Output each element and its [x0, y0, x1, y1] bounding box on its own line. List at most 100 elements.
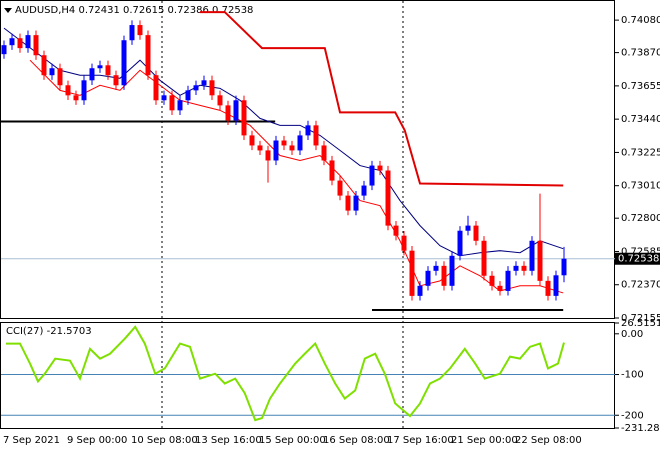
- candle-body: [113, 75, 119, 86]
- indicator-line: [29, 59, 564, 294]
- candle-body: [313, 125, 319, 146]
- candle-body: [441, 265, 447, 286]
- candle-body: [297, 135, 303, 151]
- candle-body: [49, 68, 55, 76]
- candle-body: [265, 150, 271, 161]
- candle-body: [217, 95, 223, 106]
- candle-body: [201, 80, 207, 86]
- main-title: AUDUSD,H4 0.72431 0.72615 0.72386 0.7253…: [15, 5, 253, 16]
- candle-body: [81, 80, 87, 101]
- candle-body: [153, 75, 159, 101]
- candle-body: [17, 38, 23, 49]
- y-tick-label: 0.72585: [621, 246, 660, 257]
- candle-body: [513, 265, 519, 271]
- candle-body: [89, 68, 95, 81]
- y-tick-label: 0.72800: [621, 213, 660, 224]
- x-tick-label: 10 Sep 08:00: [131, 435, 198, 446]
- y-tick-label: 0.72370: [621, 280, 660, 291]
- candle-body: [9, 38, 15, 46]
- candle-body: [257, 145, 263, 151]
- candle-body: [417, 285, 423, 296]
- x-tick-label: 9 Sep 00:00: [67, 435, 127, 446]
- candle-body: [537, 240, 543, 281]
- candle-body: [225, 105, 231, 121]
- y-tick-label: -100: [621, 370, 644, 381]
- candle-body: [337, 180, 343, 196]
- candle-body: [353, 195, 359, 211]
- candle-body: [449, 255, 455, 286]
- candle-body: [425, 270, 431, 286]
- main-frame: [0, 0, 615, 319]
- candle-body: [345, 195, 351, 211]
- candle-body: [321, 145, 327, 161]
- y-tick-label: 0.74080: [621, 15, 660, 26]
- price-label: 0.72538: [618, 254, 659, 265]
- title-arrow: [4, 8, 12, 13]
- candle-body: [97, 65, 103, 69]
- indicator-line: [200, 11, 564, 187]
- candle-body: [185, 90, 191, 101]
- candle-body: [497, 285, 503, 291]
- y-tick-label: 26.5151: [621, 318, 660, 329]
- candle-body: [545, 280, 551, 296]
- x-tick-label: 13 Sep 16:00: [195, 435, 262, 446]
- cci-line: [6, 325, 565, 422]
- candle-body: [145, 35, 151, 76]
- candle-body: [489, 275, 495, 286]
- candle-body: [305, 125, 311, 136]
- candle-body: [329, 160, 335, 181]
- candle-body: [385, 170, 391, 226]
- candle-body: [401, 235, 407, 251]
- x-tick-label: 15 Sep 00:00: [259, 435, 326, 446]
- candle-body: [249, 135, 255, 146]
- candle-body: [473, 225, 479, 241]
- x-tick-label: 17 Sep 16:00: [387, 435, 454, 446]
- candle-body: [129, 25, 135, 41]
- candle-body: [121, 40, 127, 86]
- y-tick-label: -231.2879: [621, 423, 660, 434]
- candle-body: [481, 240, 487, 276]
- candle-body: [521, 265, 527, 271]
- candle-body: [505, 270, 511, 291]
- candle-body: [193, 85, 199, 91]
- candle-body: [233, 100, 239, 121]
- candle-body: [25, 35, 31, 49]
- candle-body: [409, 250, 415, 296]
- candle-body: [105, 65, 111, 76]
- candle-body: [561, 258, 567, 276]
- candle-body: [161, 95, 167, 101]
- candle-body: [169, 95, 175, 111]
- candle-body: [361, 185, 367, 196]
- candle-body: [73, 95, 79, 101]
- candle-body: [369, 165, 375, 186]
- y-tick-label: 0.73440: [621, 114, 660, 125]
- candle-body: [553, 275, 559, 296]
- cci-title: CCI(27) -21.5703: [6, 326, 92, 337]
- candle-body: [137, 25, 143, 36]
- candle-body: [393, 225, 399, 236]
- candle-body: [57, 68, 63, 86]
- x-tick-label: 7 Sep 2021: [3, 435, 60, 446]
- candle-body: [65, 85, 71, 96]
- candle-body: [273, 140, 279, 161]
- x-tick-label: 16 Sep 08:00: [323, 435, 390, 446]
- candle-body: [1, 45, 7, 55]
- candle-body: [529, 240, 535, 271]
- candle-body: [41, 55, 47, 76]
- y-tick-label: 0.00: [621, 329, 643, 340]
- cci-frame: [0, 322, 615, 429]
- y-tick-label: 0.73655: [621, 81, 660, 92]
- candle-body: [377, 165, 383, 171]
- candle-body: [209, 80, 215, 96]
- candle-body: [457, 230, 463, 256]
- candle-body: [241, 100, 247, 136]
- price-label-box: [615, 252, 660, 265]
- candle-body: [465, 225, 471, 231]
- candle-body: [177, 100, 183, 111]
- y-tick-label: -200: [621, 410, 644, 421]
- candle-body: [433, 265, 439, 271]
- y-tick-label: 0.73010: [621, 181, 660, 192]
- y-tick-label: 0.73225: [621, 147, 660, 158]
- candle-body: [33, 35, 39, 56]
